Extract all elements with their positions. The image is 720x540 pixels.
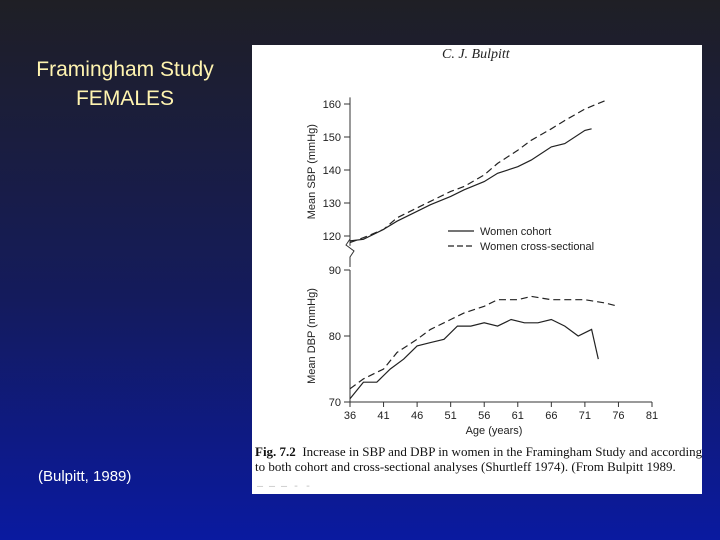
legend-label: Women cross-sectional: [480, 241, 594, 253]
figure-panel: C. J. Bulpitt 120 130 140 150 160 Mean SBP (m…: [252, 45, 702, 494]
slide-title: Framingham Study FEMALES: [10, 55, 240, 113]
x-tick-label: 61: [512, 410, 524, 422]
x-tick-label: 36: [344, 410, 356, 422]
citation: (Bulpitt, 1989): [38, 468, 132, 485]
footer-marks: — — — - -: [257, 482, 312, 493]
sbp-panel: 120 130 140 150 160 Mean SBP (mmHg): [306, 97, 606, 246]
x-tick-label: 71: [579, 410, 591, 422]
caption-label: Fig. 7.2: [255, 444, 296, 459]
x-tick-label: 66: [545, 410, 557, 422]
slide-title-line-1: Framingham Study: [36, 58, 214, 81]
x-tick-label: 81: [646, 410, 658, 422]
x-tick-label: 56: [478, 410, 490, 422]
axis-break-line: [345, 238, 355, 267]
caption-line-1: Increase in SBP and DBP in women in the …: [302, 444, 703, 459]
x-tick-label: 76: [612, 410, 624, 422]
sbp-series-cross-sectional: [349, 100, 606, 244]
x-tick-label: 41: [377, 410, 389, 422]
x-tick-label: 46: [411, 410, 423, 422]
figure-caption: Fig. 7.2 Increase in SBP and DBP in wome…: [255, 444, 705, 474]
sbp-y-tick-label: 160: [323, 99, 341, 111]
sbp-series-cohort: [349, 128, 592, 242]
caption-line-2: to both cohort and cross-sectional analy…: [255, 459, 676, 474]
x-axis-label: Age (years): [466, 425, 523, 437]
sbp-y-tick-label: 150: [323, 132, 341, 144]
dbp-y-axis-label: Mean DBP (mmHg): [306, 288, 318, 384]
sbp-y-tick-label: 140: [323, 165, 341, 177]
dbp-series-cohort: [349, 318, 599, 400]
sbp-y-tick-label: 130: [323, 198, 341, 210]
bp-chart: 120 130 140 150 160 Mean SBP (mmHg) 70 80 90 Mea…: [306, 97, 658, 437]
dbp-panel: 70 80 90 Mean DBP (mmHg) 36 41 46 51 56 61 66 71 76 8…: [306, 265, 658, 437]
dbp-y-tick-label: 70: [329, 397, 341, 409]
legend-label: Women cohort: [480, 226, 551, 238]
dbp-y-tick-label: 80: [329, 331, 341, 343]
slide-title-line-2: FEMALES: [75, 87, 175, 110]
dbp-series-cross-sectional: [349, 295, 619, 390]
axis-break-mark: [345, 238, 355, 267]
sbp-y-axis-label: Mean SBP (mmHg): [306, 124, 318, 219]
sbp-y-tick-label: 120: [323, 231, 341, 243]
legend: Women cohort Women cross-sectional: [448, 226, 594, 253]
x-tick-label: 51: [445, 410, 457, 422]
dbp-y-tick-label: 90: [329, 265, 341, 277]
figure-author: C. J. Bulpitt: [442, 47, 510, 62]
